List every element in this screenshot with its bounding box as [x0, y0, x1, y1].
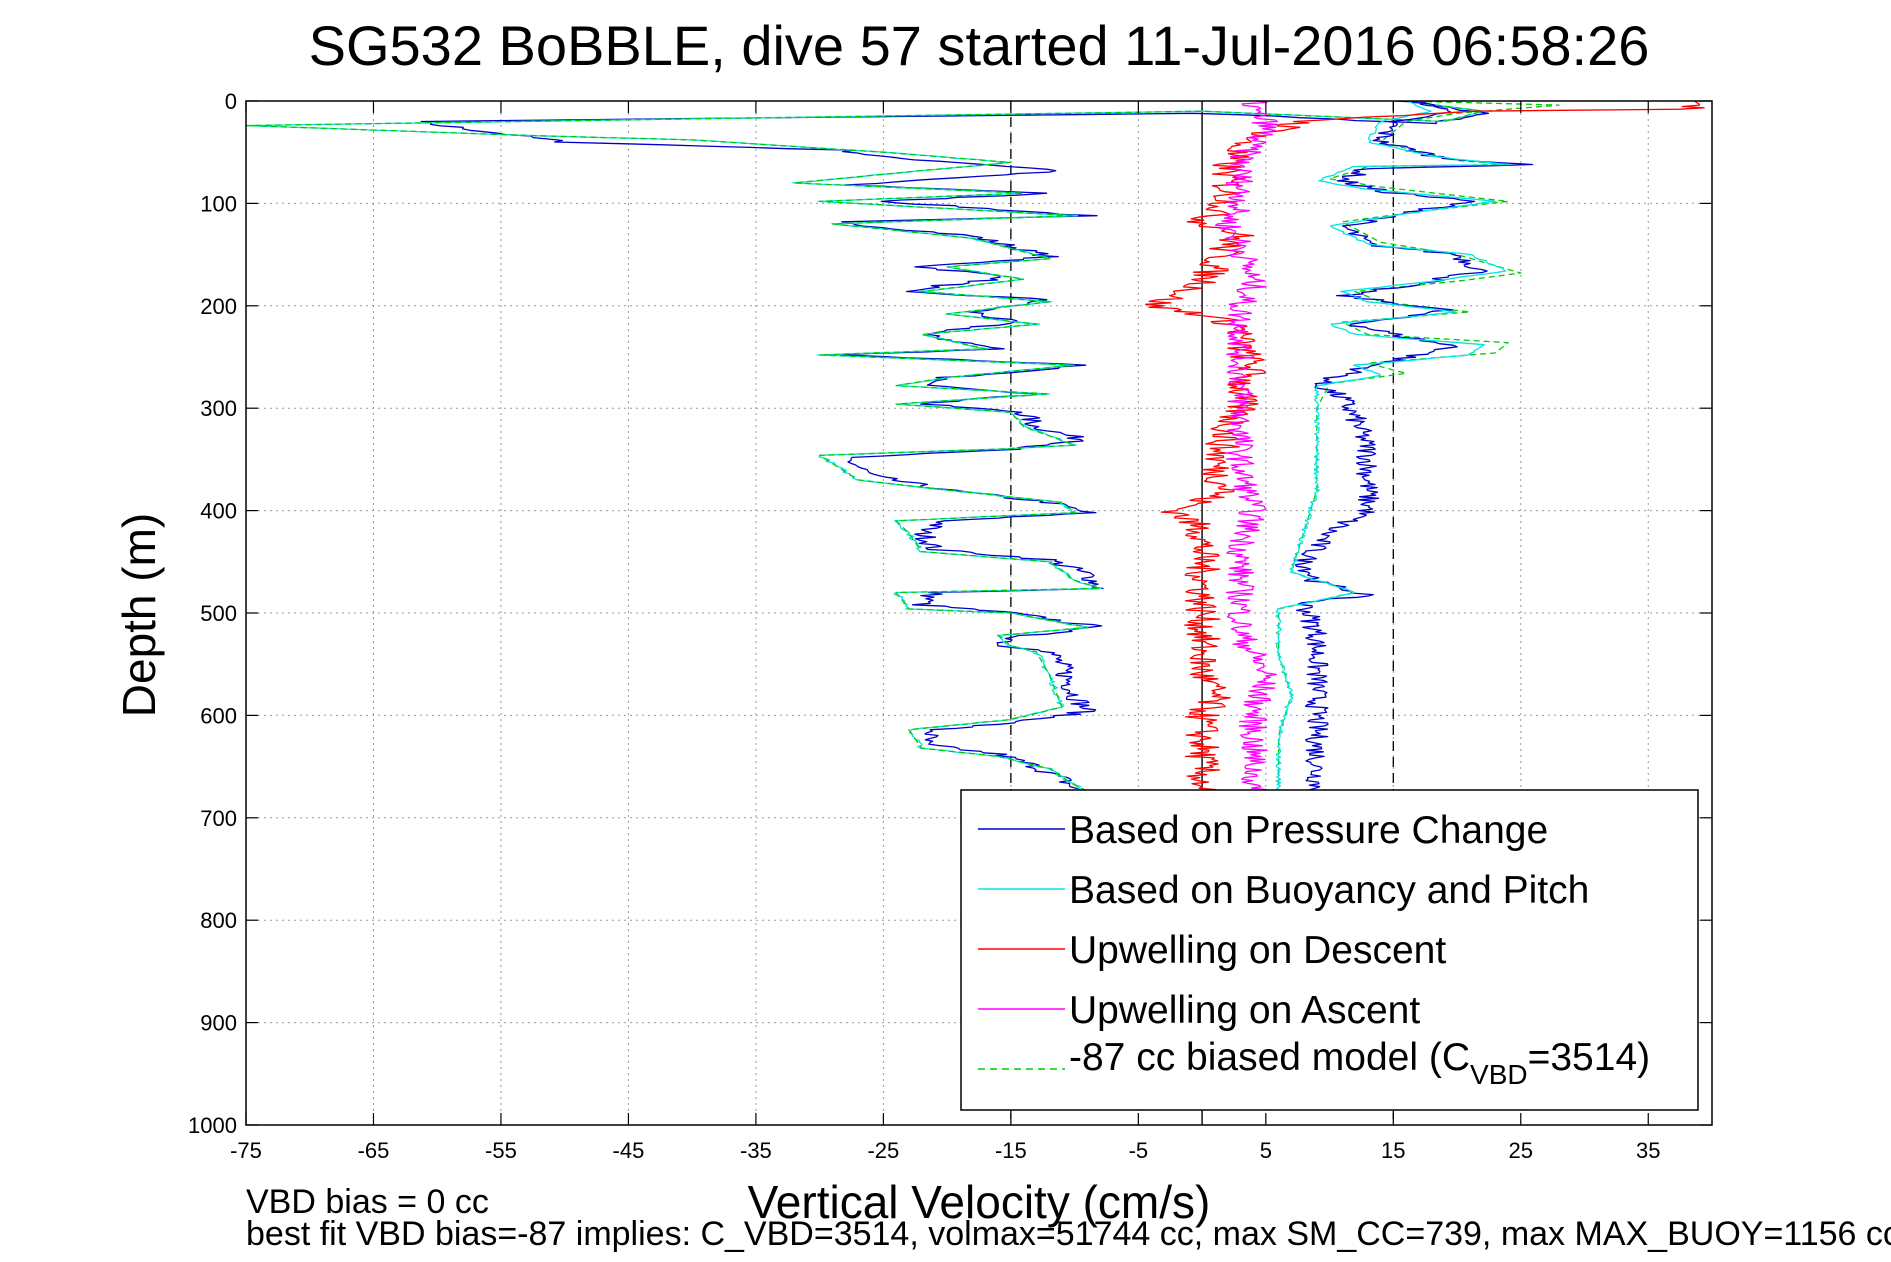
legend-label-upwelling-ascent: Upwelling on Ascent [1069, 989, 1420, 1032]
x-tick-label: -5 [1129, 1138, 1149, 1163]
legend-label-pressure: Based on Pressure Change [1069, 809, 1548, 852]
legend: Based on Pressure Change Based on Buoyan… [960, 789, 1699, 1111]
tick-labels: -75 -65 -55 -45 -35 -25 -15 -5 5 15 25 350100200300… [188, 89, 1660, 1163]
x-tick-label: -25 [867, 1138, 899, 1163]
legend-biased-tail: =3514) [1528, 1036, 1651, 1079]
series-line [246, 101, 1484, 798]
x-tick-label: -55 [485, 1138, 517, 1163]
y-tick-label: 600 [200, 703, 237, 728]
y-tick-label: 900 [200, 1011, 237, 1036]
y-tick-label: 500 [200, 601, 237, 626]
x-tick-label: -35 [740, 1138, 772, 1163]
y-tick-label: 200 [200, 294, 237, 319]
y-tick-label: 1000 [188, 1113, 237, 1138]
chart-title: SG532 BoBBLE, dive 57 started 11-Jul-201… [309, 14, 1650, 77]
x-tick-label: -45 [613, 1138, 645, 1163]
footer-line-1: VBD bias = 0 cc [246, 1183, 489, 1221]
x-tick-label: 35 [1636, 1138, 1660, 1163]
x-axis-label: Vertical Velocity (cm/s) [748, 1176, 1211, 1228]
series-group [246, 101, 1705, 798]
y-tick-label: 800 [200, 908, 237, 933]
y-tick-label: 100 [200, 191, 237, 216]
series-line [420, 101, 1490, 798]
legend-label-biased-model: -87 cc biased model (CVBD=3514) [1069, 1036, 1650, 1090]
x-tick-label: 15 [1381, 1138, 1405, 1163]
y-tick-label: 700 [200, 806, 237, 831]
y-tick-label: 400 [200, 499, 237, 524]
y-tick-label: 0 [225, 89, 237, 114]
series-line [1275, 101, 1509, 798]
series-line [1144, 101, 1705, 798]
x-tick-label: 5 [1260, 1138, 1272, 1163]
legend-box [960, 789, 1699, 1111]
footer-line-2: best fit VBD bias=-87 implies: C_VBD=351… [246, 1215, 1891, 1253]
legend-biased-sub: VBD [1470, 1059, 1528, 1090]
y-axis-label: Depth (m) [113, 513, 165, 717]
x-tick-label: -65 [358, 1138, 390, 1163]
y-tick-label: 300 [200, 396, 237, 421]
legend-label-upwelling-descent: Upwelling on Descent [1069, 929, 1446, 972]
legend-biased-main: -87 cc biased model (C [1069, 1036, 1470, 1079]
x-tick-label: -15 [995, 1138, 1027, 1163]
series-line [1214, 101, 1279, 798]
x-tick-label: -75 [230, 1138, 262, 1163]
x-tick-label: 25 [1509, 1138, 1533, 1163]
legend-label-buoyancy: Based on Buoyancy and Pitch [1069, 869, 1589, 912]
ticks [245, 100, 1712, 1126]
